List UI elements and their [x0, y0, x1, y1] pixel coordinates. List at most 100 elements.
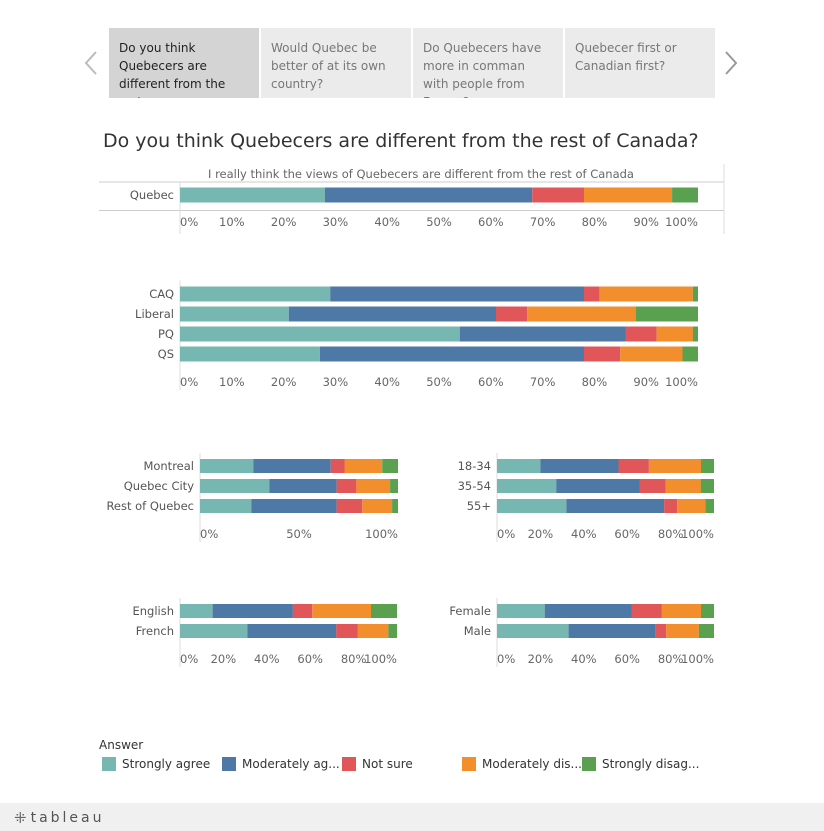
- bar-segment[interactable]: [698, 624, 714, 638]
- bar-segment[interactable]: [292, 604, 313, 618]
- next-story-button[interactable]: [718, 48, 748, 78]
- bar-segment[interactable]: [639, 479, 666, 493]
- bar-segment[interactable]: [288, 306, 496, 322]
- x-tick-label: 100%: [364, 652, 397, 666]
- bar-segment[interactable]: [357, 624, 389, 638]
- bar-segment[interactable]: [620, 346, 683, 362]
- story-tab-2[interactable]: Would Quebec be better of at its own cou…: [261, 28, 411, 98]
- bar-segment[interactable]: [336, 479, 357, 493]
- bar-segment[interactable]: [180, 286, 331, 302]
- bar-segment[interactable]: [568, 624, 656, 638]
- bar-segment[interactable]: [319, 346, 585, 362]
- legend-item-moderately-disagree[interactable]: Moderately dis...: [462, 757, 582, 771]
- bar-segment[interactable]: [336, 624, 358, 638]
- bar-segment[interactable]: [700, 479, 714, 493]
- bar-segment[interactable]: [269, 479, 337, 493]
- bar-segment[interactable]: [180, 604, 213, 618]
- x-tick-label: 0%: [180, 652, 198, 666]
- bar-segment[interactable]: [497, 604, 545, 618]
- category-label: 35-54: [458, 479, 491, 493]
- bar-segment[interactable]: [330, 286, 584, 302]
- legend-item-moderately-agree[interactable]: Moderately ag...: [222, 757, 340, 771]
- bar-segment[interactable]: [371, 604, 397, 618]
- bar-segment[interactable]: [180, 306, 289, 322]
- bar-segment[interactable]: [556, 479, 640, 493]
- bar-segment[interactable]: [200, 499, 252, 513]
- bar-segment[interactable]: [682, 346, 699, 362]
- chevron-left-icon: [84, 51, 97, 75]
- bar-segment[interactable]: [584, 346, 621, 362]
- bar-segment[interactable]: [312, 604, 371, 618]
- x-tick-label: 0%: [180, 215, 198, 229]
- bar-segment[interactable]: [532, 187, 584, 203]
- bar-segment[interactable]: [540, 459, 619, 473]
- bar-segment[interactable]: [251, 499, 337, 513]
- bar-segment[interactable]: [212, 604, 293, 618]
- bar-segment[interactable]: [180, 187, 325, 203]
- bar-segment[interactable]: [496, 306, 528, 322]
- bar-segment[interactable]: [584, 187, 673, 203]
- bar-segment[interactable]: [705, 499, 714, 513]
- x-tick-label: 40%: [571, 652, 597, 666]
- bar-segment[interactable]: [701, 459, 714, 473]
- story-tab-1[interactable]: Do you think Quebecers are different fro…: [109, 28, 259, 98]
- bar-segment[interactable]: [180, 326, 460, 342]
- bar-segment[interactable]: [390, 479, 398, 493]
- bar-segment[interactable]: [382, 459, 398, 473]
- bar-segment[interactable]: [497, 459, 541, 473]
- bar-segment[interactable]: [392, 499, 398, 513]
- legend-item-strongly-disagree[interactable]: Strongly disag...: [582, 757, 699, 771]
- bar-segment[interactable]: [566, 499, 665, 513]
- bar-segment[interactable]: [356, 479, 391, 493]
- bar-segment[interactable]: [388, 624, 397, 638]
- bar-segment[interactable]: [648, 459, 701, 473]
- bar-segment[interactable]: [618, 459, 649, 473]
- bar-segment[interactable]: [635, 306, 698, 322]
- bar-segment[interactable]: [599, 286, 693, 302]
- bar-segment[interactable]: [666, 624, 699, 638]
- bar-segment[interactable]: [325, 187, 533, 203]
- bar-segment[interactable]: [344, 459, 383, 473]
- legend-item-not-sure[interactable]: Not sure: [342, 757, 413, 771]
- prev-story-button[interactable]: [78, 48, 108, 78]
- bar-segment[interactable]: [631, 604, 662, 618]
- bar-segment[interactable]: [544, 604, 632, 618]
- story-tab-4[interactable]: Quebecer first or Canadian first?: [565, 28, 715, 98]
- bar-segment[interactable]: [672, 187, 698, 203]
- bar-segment[interactable]: [459, 326, 626, 342]
- bar-segment[interactable]: [655, 624, 667, 638]
- bar-segment[interactable]: [497, 479, 557, 493]
- legend-item-strongly-agree[interactable]: Strongly agree: [102, 757, 210, 771]
- x-tick-label: 40%: [571, 527, 597, 541]
- tableau-logo[interactable]: ⁜ tableau: [14, 809, 105, 827]
- bar-segment[interactable]: [200, 459, 254, 473]
- x-tick-label: 0%: [180, 375, 198, 389]
- legend-label: Moderately ag...: [242, 757, 340, 771]
- x-tick-label: 20%: [528, 652, 554, 666]
- bar-segment[interactable]: [677, 499, 706, 513]
- bar-segment[interactable]: [625, 326, 657, 342]
- bar-segment[interactable]: [497, 499, 567, 513]
- footer-bar: ⁜ tableau: [0, 803, 824, 831]
- bar-segment[interactable]: [497, 624, 569, 638]
- bar-segment[interactable]: [664, 499, 678, 513]
- bar-segment[interactable]: [701, 604, 714, 618]
- bar-segment[interactable]: [200, 479, 270, 493]
- bar-segment[interactable]: [180, 346, 320, 362]
- x-tick-label: 60%: [297, 652, 323, 666]
- bar-segment[interactable]: [253, 459, 331, 473]
- x-tick-label: 10%: [219, 375, 245, 389]
- bar-segment[interactable]: [661, 604, 701, 618]
- bar-segment[interactable]: [247, 624, 337, 638]
- bar-segment[interactable]: [692, 286, 698, 302]
- bar-segment[interactable]: [527, 306, 636, 322]
- bar-segment[interactable]: [362, 499, 393, 513]
- bar-segment[interactable]: [665, 479, 701, 493]
- bar-segment[interactable]: [336, 499, 363, 513]
- story-tab-3[interactable]: Do Quebecers have more in comman with pe…: [413, 28, 563, 98]
- bar-segment[interactable]: [584, 286, 600, 302]
- bar-segment[interactable]: [656, 326, 693, 342]
- bar-segment[interactable]: [692, 326, 698, 342]
- bar-segment[interactable]: [180, 624, 248, 638]
- bar-segment[interactable]: [330, 459, 345, 473]
